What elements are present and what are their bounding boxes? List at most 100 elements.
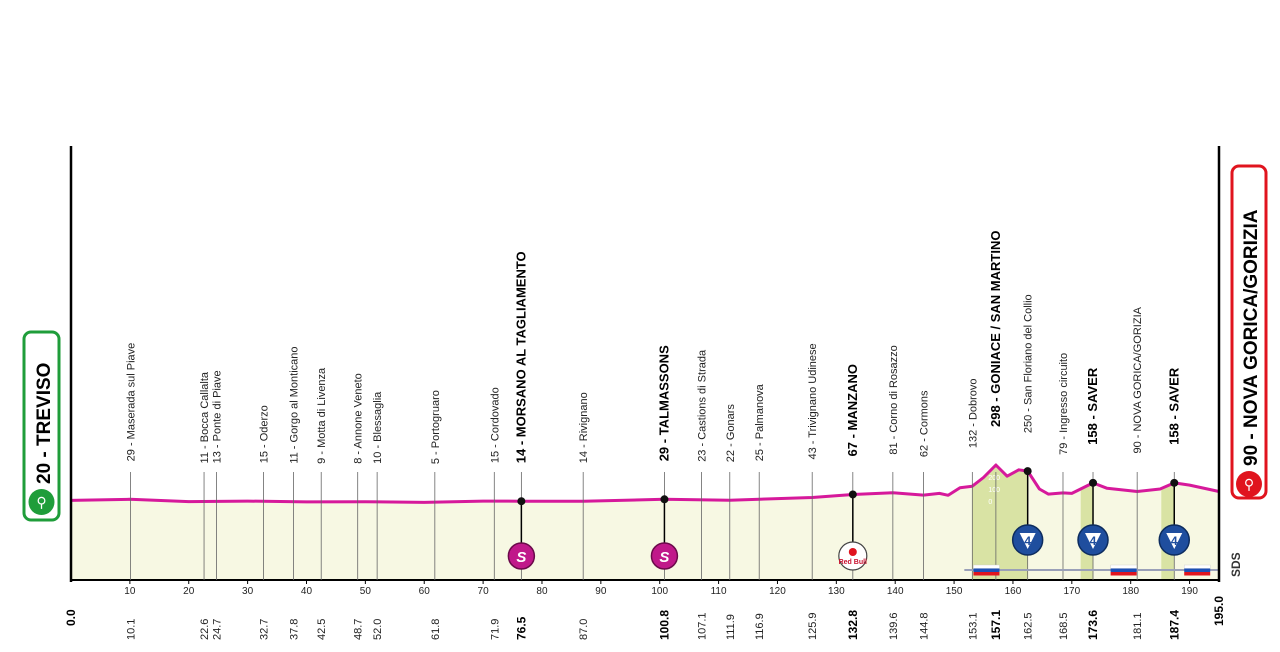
waypoint-label: 15 - Oderzo <box>259 405 271 463</box>
profile-area <box>71 465 1219 580</box>
waypoint-km-label: 116.9 <box>754 613 766 640</box>
marker-layer: S S Red Bull 4 4 4 <box>507 467 1219 576</box>
sprint-symbol: S <box>659 549 669 566</box>
x-tick-label: 70 <box>478 586 490 597</box>
waypoint-km-label: 52.0 <box>372 619 384 640</box>
waypoint-km-label: 71.9 <box>489 619 501 640</box>
waypoint-label: 79 - Ingresso circuito <box>1058 353 1070 455</box>
waypoint-label: 5 - Portogruaro <box>430 390 442 464</box>
waypoint-label: 90 - NOVA GORICA/GORIZIA <box>1132 306 1144 453</box>
x-tick-label: 50 <box>360 586 372 597</box>
waypoint-km-label: 10.1 <box>125 619 137 640</box>
x-tick-label: 100 <box>651 586 668 597</box>
cyclist-start-icon <box>28 489 55 515</box>
kom-triangle-icon <box>1085 533 1102 549</box>
waypoint-km-label: 24.7 <box>211 619 223 640</box>
waypoint-km-label: 61.8 <box>430 619 442 640</box>
waypoint-label: 11 - Bocca Callalta <box>199 371 211 463</box>
slovenia-flag-icon <box>973 564 1000 576</box>
sprint-symbol: S <box>516 549 526 566</box>
cyclist-start-glyph: ⚲ <box>36 495 46 511</box>
x-tick-label: 170 <box>1063 586 1080 597</box>
flag-stripe-blue <box>973 568 1000 572</box>
climb-zone-0 <box>972 465 1028 580</box>
waypoint-km-label: 76.5 <box>514 616 528 640</box>
cyclist-finish-glyph: ⚲ <box>1244 477 1254 493</box>
waypoint-label: 13 - Ponte di Piave <box>211 370 223 463</box>
flag-stripe-red <box>1184 572 1211 576</box>
finish-city-label: 90 - NOVA GORICA/GORIZIA <box>1241 209 1262 466</box>
x-tick-label: 80 <box>536 586 548 597</box>
waypoint-label: 250 - San Floriano del Collio <box>1023 294 1035 433</box>
km-end-label: 0.0 <box>64 609 78 626</box>
km-end-label: 195.0 <box>1212 596 1226 626</box>
axis-layer: 10 20 30 40 50 60 70 80 90 100 110 120 130 140 150 160 1… <box>64 579 1226 626</box>
waypoint-label: 132 - Dobrovo <box>967 378 979 448</box>
waypoint-label: 25 - Palmanova <box>754 383 766 461</box>
sds-logo: SDS <box>1229 552 1243 577</box>
x-tick-label: 180 <box>1122 586 1139 597</box>
kom-dot <box>1023 467 1032 476</box>
waypoint-label: 15 - Cordovado <box>489 387 501 463</box>
waypoint-km-label: 37.8 <box>289 619 301 640</box>
sprint-badge <box>507 542 536 570</box>
waypoint-label: 14 - Rivignano <box>578 392 590 463</box>
flag-stripe-white <box>1184 564 1211 569</box>
kom-triangle-icon <box>1166 533 1183 549</box>
climb-altitude-tick: 0 <box>988 499 992 506</box>
flag-stripe-blue <box>1110 568 1137 572</box>
waypoint-label: 67 - MANZANO <box>845 364 860 456</box>
waypoint-label: 9 - Motta di Livenza <box>316 367 328 464</box>
x-tick-label: 40 <box>301 586 313 597</box>
waypoint-km-label: 48.7 <box>353 619 365 640</box>
x-tick-label: 20 <box>183 586 195 597</box>
waypoint-km-label: 162.5 <box>1023 612 1035 640</box>
waypoint-label: 81 - Corno di Rosazzo <box>888 345 900 454</box>
sprint-dot <box>660 495 669 504</box>
x-tick-label: 30 <box>242 586 254 597</box>
x-tick-label: 60 <box>419 586 431 597</box>
waypoint-km-label: 173.6 <box>1086 610 1100 640</box>
waypoint-label: 298 - GONIACE / SAN MARTINO <box>988 231 1003 427</box>
waypoint-km-label: 100.8 <box>657 610 671 640</box>
waypoint-label: 8 - Annone Veneto <box>353 373 365 464</box>
waypoint-km-label: 144.8 <box>918 612 930 640</box>
waypoint-label: 14 - MORSANO AL TAGLIAMENTO <box>513 251 528 463</box>
waypoint-label: 158 - SAVER <box>1166 367 1181 445</box>
start-city-label: 20 - TREVISO <box>34 363 55 484</box>
x-tick-label: 150 <box>946 586 963 597</box>
x-tick-label: 140 <box>887 586 904 597</box>
x-tick-label: 190 <box>1181 586 1198 597</box>
flag-stripe-white <box>1110 564 1137 569</box>
waypoint-layer: 29 - Maserada sul Piave 10.1 11 - Bocca Ca… <box>125 231 1181 640</box>
slovenia-flag-icon <box>1110 564 1137 576</box>
waypoint-km-label: 153.1 <box>967 612 979 640</box>
sprint-dot <box>517 497 526 506</box>
waypoint-km-label: 32.7 <box>259 619 271 640</box>
waypoint-label: 22 - Gonars <box>725 404 737 463</box>
finish-banner: ⚲ 90 - NOVA GORICA/GORIZIA <box>1230 164 1268 500</box>
waypoint-km-label: 87.0 <box>578 619 590 640</box>
kom-triangle-icon <box>1019 533 1036 549</box>
flag-stripe-red <box>973 572 1000 576</box>
special-dot <box>848 490 857 499</box>
slovenia-flag-icon <box>1184 564 1211 576</box>
kom-dot <box>1170 478 1179 487</box>
cyclist-finish-icon <box>1236 471 1262 497</box>
waypoint-km-label: 139.6 <box>888 612 900 640</box>
kom-category: 4 <box>1024 534 1031 548</box>
climb-altitude-tick: 200 <box>988 475 1000 482</box>
kom-category: 4 <box>1090 534 1097 548</box>
waypoint-label: 29 - Maserada sul Piave <box>125 343 137 462</box>
sprint-badge <box>650 542 679 570</box>
profile-layer: 200 100 0 <box>70 463 1220 580</box>
waypoint-km-label: 125.9 <box>807 612 819 640</box>
kom-category: 4 <box>1171 534 1178 548</box>
waypoint-km-label: 132.8 <box>846 610 860 640</box>
waypoint-label: 29 - TALMASSONS <box>656 345 671 461</box>
x-tick-label: 120 <box>769 586 786 597</box>
waypoint-label: 43 - Trivignano Udinese <box>807 343 819 459</box>
flag-stripe-red <box>1110 572 1137 576</box>
redbull-text: Red Bull <box>839 559 867 566</box>
